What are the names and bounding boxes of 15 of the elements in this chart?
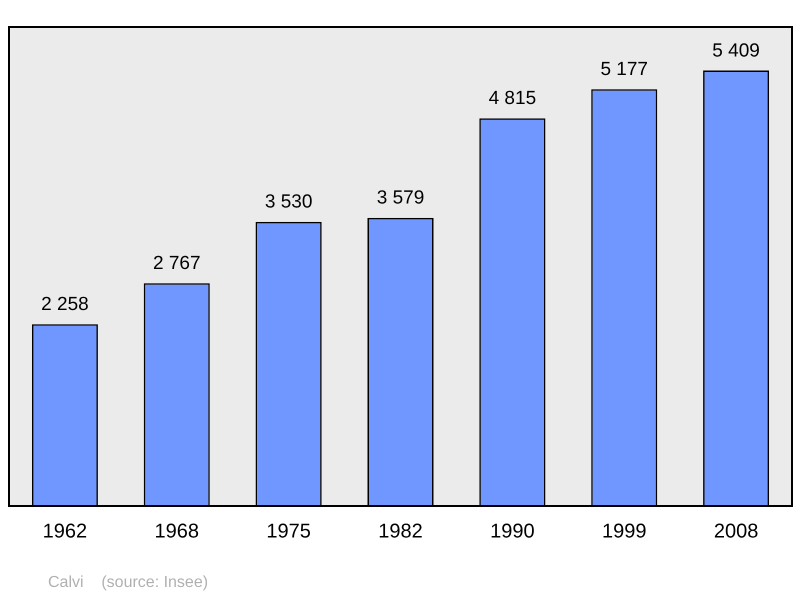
x-tick-label: 1982	[378, 520, 423, 543]
x-tick-label: 1999	[602, 520, 646, 543]
data-label: 3 579	[376, 188, 424, 209]
x-tick-label: 1975	[266, 520, 311, 543]
data-label: 4 815	[488, 88, 536, 110]
data-label: 2 767	[153, 252, 201, 274]
x-tick-label: 1962	[42, 520, 88, 543]
x-tick-label: 1990	[490, 520, 535, 543]
x-tick-label: 2008	[714, 520, 758, 543]
data-label: 3 530	[264, 192, 312, 213]
text: Calvi (source: Insee)	[48, 574, 208, 592]
data-label: 5 177	[600, 58, 648, 80]
data-label: 2 258	[41, 294, 89, 315]
x-tick-label: 1968	[154, 520, 200, 543]
data-label: 5 409	[712, 40, 760, 62]
